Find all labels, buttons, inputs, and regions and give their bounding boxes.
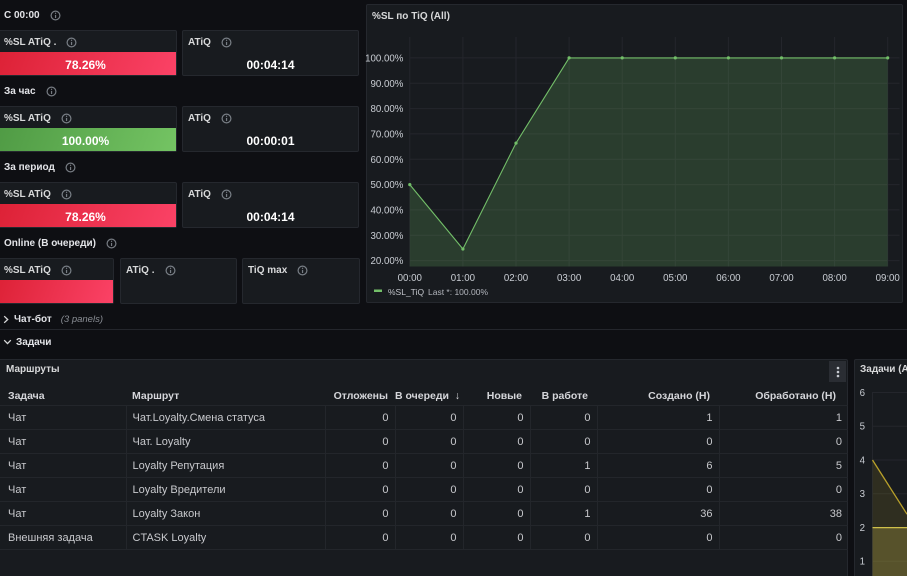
svg-text:50.00%: 50.00%: [371, 180, 404, 191]
svg-text:06:00: 06:00: [716, 273, 741, 284]
svg-text:20.00%: 20.00%: [371, 256, 404, 267]
svg-text:90.00%: 90.00%: [371, 79, 404, 90]
svg-text:4: 4: [860, 455, 866, 466]
svg-text:%SL_TiQ: %SL_TiQ: [388, 287, 424, 297]
svg-text:3: 3: [860, 489, 865, 500]
svg-text:07:00: 07:00: [769, 273, 794, 284]
svg-text:70.00%: 70.00%: [371, 130, 404, 141]
svg-text:6: 6: [860, 388, 865, 399]
svg-text:05:00: 05:00: [663, 273, 688, 284]
svg-text:60.00%: 60.00%: [371, 155, 404, 166]
svg-text:03:00: 03:00: [557, 273, 582, 284]
svg-text:30.00%: 30.00%: [371, 231, 404, 242]
svg-text:01:00: 01:00: [451, 273, 476, 284]
svg-text:00:00: 00:00: [398, 273, 423, 284]
svg-text:Last *: 100.00%: Last *: 100.00%: [428, 287, 488, 297]
svg-text:08:00: 08:00: [822, 273, 847, 284]
svg-text:04:00: 04:00: [610, 273, 635, 284]
svg-text:2: 2: [860, 523, 865, 534]
svg-text:09:00: 09:00: [876, 273, 901, 284]
svg-text:02:00: 02:00: [504, 273, 529, 284]
svg-text:5: 5: [860, 422, 865, 433]
svg-text:1: 1: [860, 557, 865, 568]
svg-text:40.00%: 40.00%: [371, 206, 404, 217]
svg-text:100.00%: 100.00%: [365, 54, 404, 65]
svg-text:80.00%: 80.00%: [371, 104, 404, 115]
